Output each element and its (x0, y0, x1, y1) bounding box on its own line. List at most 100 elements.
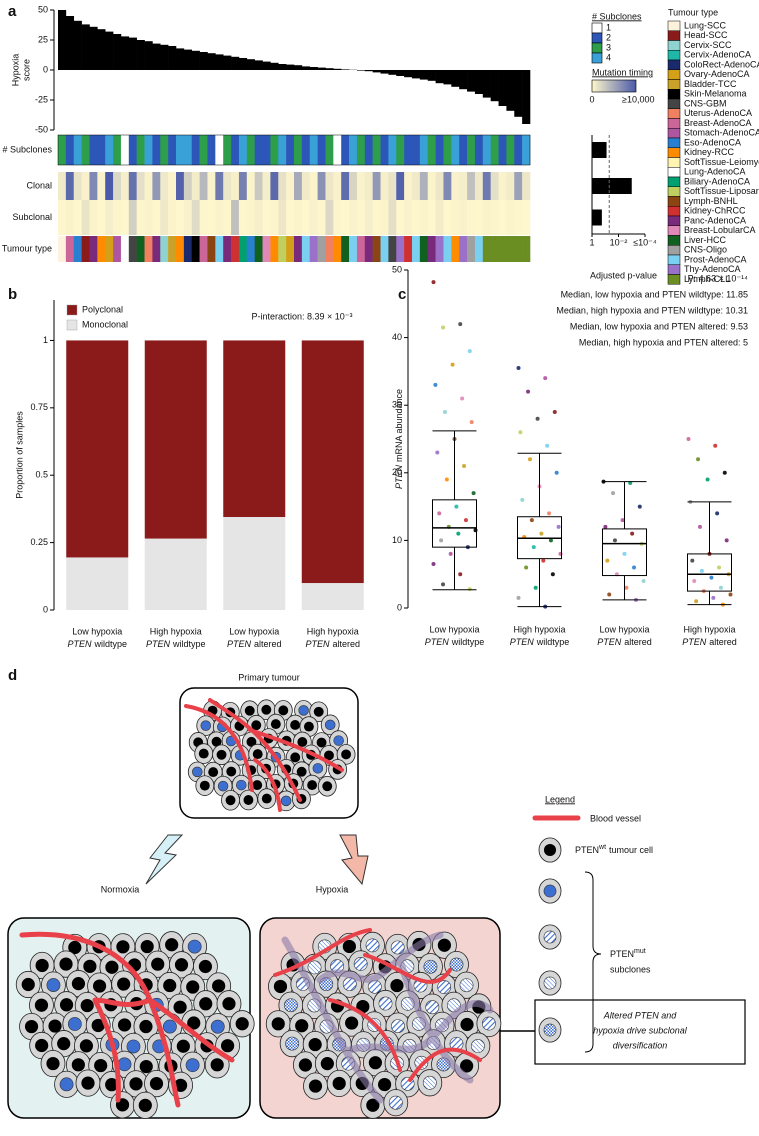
heatmap-cell (128, 172, 137, 200)
heatmap-cell (262, 172, 271, 200)
legend-swatch (667, 147, 681, 158)
annotation: Median, low hypoxia and PTEN wildtype: 1… (561, 289, 748, 299)
bar (73, 20, 82, 70)
heatmap-cell (380, 200, 389, 235)
heatmap-cell (364, 236, 373, 262)
legend-label: Breast-AdenoCA (684, 118, 752, 128)
heatmap-cell (136, 172, 145, 200)
legend-label: Thy-AdenoCA (684, 264, 741, 274)
nucleus (252, 749, 263, 760)
bar (215, 54, 224, 70)
bar (223, 55, 232, 70)
heatmap-cell (97, 236, 106, 262)
legend-swatch (667, 235, 681, 246)
heatmap-cell (270, 135, 279, 165)
nucleus (151, 957, 165, 971)
heatmap-cell (223, 135, 232, 165)
nucleus (285, 1036, 300, 1051)
nucleus (71, 1058, 85, 1072)
heatmap-cell (325, 172, 334, 200)
diagram-text: PTENmut (610, 948, 646, 960)
legend-swatch (667, 98, 681, 109)
heatmap-cell (404, 135, 413, 165)
diagram-text: Primary tumour (238, 672, 300, 682)
heatmap-cell (286, 236, 295, 262)
nucleus (261, 793, 272, 804)
nucleus (422, 1075, 437, 1090)
legend-swatch (667, 59, 681, 70)
legend-swatch (667, 215, 681, 226)
heatmap-cell (105, 200, 114, 235)
heatmap-cell (522, 200, 531, 235)
heatmap-cell (207, 200, 216, 235)
x-axis-label: Adjusted p-value (590, 270, 657, 280)
label-base: PTEN (575, 845, 599, 855)
bar (419, 70, 429, 80)
heatmap-cell (183, 172, 193, 200)
x-tick-label: PTEN altered (305, 639, 360, 649)
box (432, 499, 477, 548)
legend-title: # Subclones (592, 11, 642, 21)
data-point (728, 592, 733, 597)
bar-segment (144, 340, 207, 539)
bar (81, 24, 90, 70)
heatmap-cell (176, 200, 185, 235)
nucleus (198, 748, 209, 759)
bar (396, 70, 405, 76)
y-tick-label: 0 (43, 64, 48, 74)
data-point (433, 382, 438, 387)
bar (443, 70, 452, 85)
legend-swatch (667, 196, 681, 207)
legend-label: Polyclonal (82, 304, 123, 314)
legend-cells (538, 837, 562, 1043)
bar (506, 70, 515, 111)
nucleus (192, 766, 203, 778)
bar (97, 29, 106, 70)
legend-swatch (667, 176, 681, 187)
data-point (456, 531, 461, 536)
nucleus (324, 750, 334, 761)
nucleus (48, 1019, 62, 1033)
legend-label: Lung-AdenoCA (684, 167, 746, 177)
heatmap-cell (254, 236, 263, 262)
heatmap-cell (467, 172, 476, 200)
nucleus (187, 1016, 201, 1030)
heatmap-cell (89, 236, 98, 262)
bar (301, 66, 311, 70)
legend-label: 0 (589, 94, 594, 104)
data-point (715, 511, 720, 516)
y-tick-label: 0 (43, 604, 48, 614)
heatmap-cell (65, 172, 75, 200)
data-point (431, 562, 436, 567)
status: altered (709, 637, 737, 647)
y-tick-label: 50 (392, 264, 402, 274)
nucleus (308, 1079, 323, 1093)
heatmap-cell (254, 135, 263, 165)
heatmap-cell (388, 135, 397, 165)
bar (183, 49, 193, 70)
heatmap-cell (419, 172, 429, 200)
heatmap-cell (136, 236, 145, 262)
heatmap-cell (223, 236, 232, 262)
legend-label: Stomach-AdenoCA (684, 128, 759, 138)
legend-swatch (667, 264, 681, 275)
heatmap-cell (231, 236, 240, 262)
nucleus (425, 1000, 440, 1015)
diagram-text: hypoxia drive subclonal (593, 1025, 688, 1035)
heatmap-cell (246, 135, 255, 165)
heatmap-cell (270, 172, 279, 200)
bar (459, 70, 468, 90)
heatmap-cell (81, 236, 90, 262)
heatmap-cell (459, 135, 468, 165)
heatmap-cell (514, 135, 523, 165)
heatmap-cell (246, 236, 255, 262)
nucleus (199, 997, 213, 1011)
nucleus (105, 960, 119, 974)
data-point (697, 524, 702, 529)
nucleus (216, 749, 227, 760)
heatmap-cell (215, 135, 224, 165)
heatmap-cell (451, 200, 460, 235)
panel-label: b (8, 286, 17, 303)
y-tick-label: 0.5 (35, 470, 48, 480)
heatmap-cell (128, 135, 137, 165)
